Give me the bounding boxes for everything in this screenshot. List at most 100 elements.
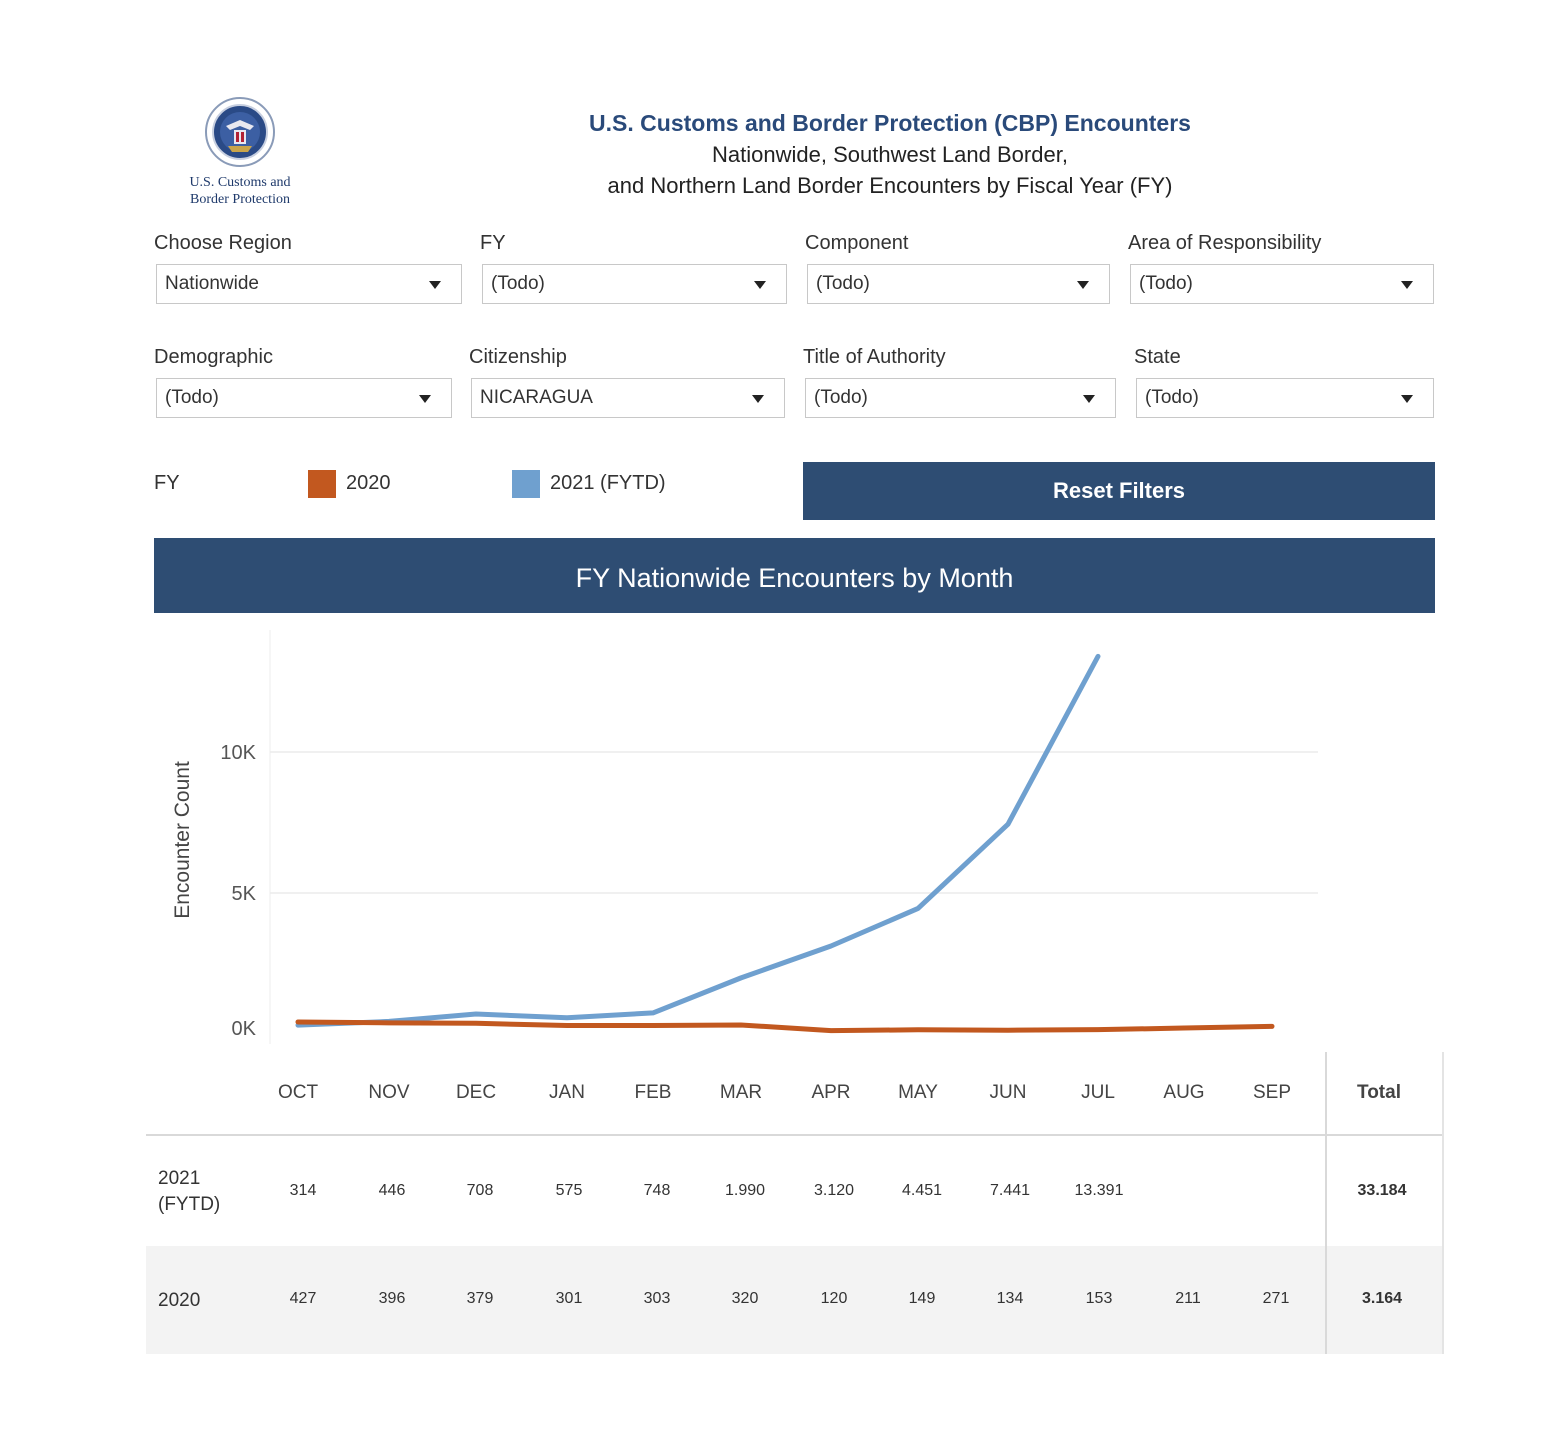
table-cell: 575 (555, 1182, 583, 1199)
y-axis-label: Encounter Count (171, 761, 194, 919)
caret-down-icon (1077, 281, 1089, 289)
table-cell: 396 (378, 1290, 406, 1307)
y-tick-label: 0K (232, 1018, 257, 1040)
filter-title-of-authority: Title of Authority (Todo) (803, 342, 1116, 418)
row-label: 2021 (FYTD) (158, 1166, 220, 1218)
row-label-line-2: (FYTD) (158, 1194, 221, 1215)
filter-state: State (Todo) (1134, 342, 1434, 418)
table-cell: 1.990 (724, 1182, 766, 1199)
cbp-seal-icon (205, 97, 275, 167)
reset-filters-button[interactable]: Reset Filters (803, 462, 1435, 520)
table-cell: 301 (555, 1290, 583, 1307)
dropdown-value: (Todo) (816, 273, 870, 294)
row-total: 3.164 (1361, 1290, 1403, 1307)
table-cell: 708 (466, 1182, 494, 1199)
month-header-apr: APR (811, 1082, 851, 1103)
filter-component: Component (Todo) (805, 228, 1110, 304)
region-dropdown[interactable]: Nationwide (156, 264, 462, 304)
table-cell: 379 (466, 1290, 494, 1307)
fy-legend: FY 2020 2021 (FYTD) (154, 466, 754, 502)
table-cell: 446 (378, 1182, 406, 1199)
series-line-2021-fytd-[interactable] (295, 653, 1101, 1028)
logo-line-1: U.S. Customs and (189, 175, 291, 190)
month-header-oct: OCT (277, 1082, 319, 1103)
table-right-border (1442, 1052, 1444, 1354)
state-dropdown[interactable]: (Todo) (1136, 378, 1434, 418)
page-subtitle-2: and Northern Land Border Encounters by F… (607, 173, 1173, 198)
dropdown-value: (Todo) (814, 387, 868, 408)
filter-demographic: Demographic (Todo) (154, 342, 452, 418)
legend-swatch (308, 469, 336, 498)
legend-item-2021[interactable]: 2021 (FYTD) (512, 468, 666, 498)
dropdown-value: NICARAGUA (480, 387, 593, 408)
table-cell: 3.120 (813, 1182, 855, 1199)
series-line-2020[interactable] (295, 1019, 1275, 1034)
caret-down-icon (752, 395, 764, 403)
table-cell: 271 (1262, 1290, 1290, 1307)
chart-title: FY Nationwide Encounters by Month (154, 538, 1435, 613)
filter-choose-region: Choose Region Nationwide (154, 228, 462, 304)
fy-dropdown[interactable]: (Todo) (482, 264, 787, 304)
table-row-2021: 2021 (FYTD) 314 446 708 575 748 1.990 3.120 4.451… (146, 1138, 1444, 1246)
component-dropdown[interactable]: (Todo) (807, 264, 1110, 304)
area-of-responsibility-dropdown[interactable]: (Todo) (1130, 264, 1434, 304)
table-row-2020: 2020 427 396 379 301 303 320 120 149 134 153 211 271… (146, 1246, 1444, 1354)
logo-caption: U.S. Customs and Border Protection (170, 174, 310, 208)
page-title: U.S. Customs and Border Protection (CBP)… (589, 110, 1191, 136)
month-header-aug: AUG (1163, 1082, 1205, 1103)
encounters-line-chart: Encounter Count 0K 5K 10K (171, 630, 1318, 1044)
table-cell: 7.441 (989, 1182, 1031, 1199)
citizenship-dropdown[interactable]: NICARAGUA (471, 378, 785, 418)
legend-label: 2020 (346, 472, 391, 494)
cbp-logo: U.S. Customs and Border Protection (170, 96, 310, 211)
table-cell: 120 (820, 1290, 848, 1307)
y-tick-label: 5K (232, 883, 257, 905)
encounters-table: OCT NOV DEC JAN FEB MAR APR MAY JUN JUL AUG SEP Tota… (146, 1052, 1444, 1354)
caret-down-icon (1083, 395, 1095, 403)
month-header-mar: MAR (719, 1082, 763, 1103)
page-subtitle-1: Nationwide, Southwest Land Border, (712, 142, 1068, 167)
filter-label: Choose Region (154, 232, 292, 254)
dropdown-value: (Todo) (1145, 387, 1199, 408)
filter-citizenship: Citizenship NICARAGUA (469, 342, 785, 418)
table-cell: 427 (289, 1290, 317, 1307)
table-cell: 4.451 (901, 1182, 943, 1199)
month-header-may: MAY (898, 1082, 938, 1103)
month-header-jul: JUL (1081, 1082, 1115, 1103)
total-column-divider (1325, 1052, 1327, 1354)
y-tick-label: 10K (220, 742, 256, 764)
title-of-authority-dropdown[interactable]: (Todo) (805, 378, 1116, 418)
row-label-line-1: 2021 (158, 1168, 201, 1189)
filter-label: Demographic (154, 346, 273, 368)
caret-down-icon (1401, 395, 1413, 403)
filter-area-of-responsibility: Area of Responsibility (Todo) (1128, 228, 1434, 304)
legend-item-2020[interactable]: 2020 (308, 468, 391, 498)
logo-line-2: Border Protection (190, 192, 290, 207)
row-total: 33.184 (1357, 1182, 1407, 1199)
page-header: U.S. Customs and Border Protection (CBP)… (540, 108, 1240, 201)
legend-swatch (512, 469, 540, 498)
filter-label: FY (480, 232, 506, 254)
filter-label: Component (805, 232, 909, 254)
caret-down-icon (1401, 281, 1413, 289)
table-cell: 13.391 (1074, 1182, 1124, 1199)
table-cell: 149 (908, 1290, 936, 1307)
legend-title: FY (154, 472, 180, 494)
row-label-line-1: 2020 (158, 1290, 201, 1311)
filter-label: State (1134, 346, 1181, 368)
filter-label: Title of Authority (803, 346, 946, 368)
table-cell: 303 (643, 1290, 671, 1307)
filter-fy: FY (Todo) (480, 228, 787, 304)
month-header-dec: DEC (455, 1082, 497, 1103)
table-cell: 153 (1085, 1290, 1113, 1307)
month-header-feb: FEB (634, 1082, 672, 1103)
month-header-jun: JUN (989, 1082, 1027, 1103)
month-header-jan: JAN (549, 1082, 585, 1103)
table-cell: 211 (1175, 1290, 1201, 1307)
caret-down-icon (754, 281, 766, 289)
month-header-nov: NOV (368, 1082, 410, 1103)
row-label: 2020 (158, 1288, 200, 1314)
dropdown-value: Nationwide (165, 273, 259, 294)
demographic-dropdown[interactable]: (Todo) (156, 378, 452, 418)
filter-label: Citizenship (469, 346, 567, 368)
